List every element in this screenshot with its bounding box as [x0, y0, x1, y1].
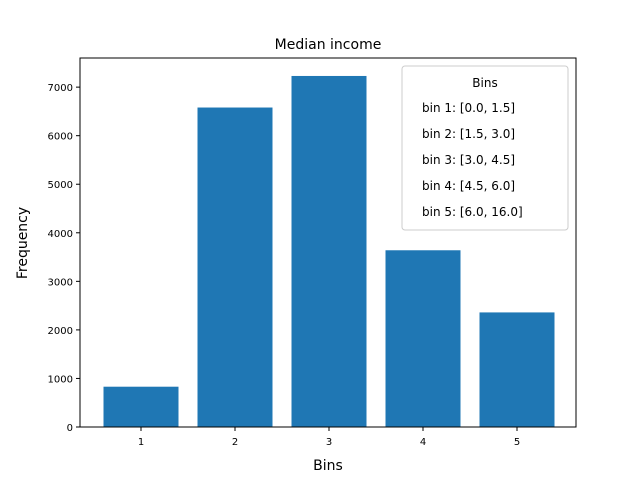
- legend-entries: bin 1: [0.0, 1.5] bin 2: [1.5, 3.0] bin 3:…: [422, 101, 523, 219]
- y-tick-label: 3000: [48, 277, 73, 288]
- legend-box: [401, 65, 569, 231]
- y-tick-label: 1000: [48, 374, 73, 385]
- legend-entry: bin 2: [1.5, 3.0]: [422, 127, 515, 141]
- x-tick-label: 1: [138, 437, 144, 448]
- x-axis-ticks: 1 2 3 4 5: [138, 427, 520, 448]
- plot-frame: [79, 57, 577, 428]
- y-tick-label: 6000: [48, 132, 73, 143]
- bar-2: [197, 107, 273, 427]
- bars-group: [103, 75, 555, 427]
- legend-entry: bin 4: [4.5, 6.0]: [422, 179, 515, 193]
- legend-entry: bin 5: [6.0, 16.0]: [422, 205, 523, 219]
- chart-title: Median income: [275, 37, 382, 53]
- y-axis-label: Frequency: [15, 207, 31, 279]
- y-tick-label: 2000: [48, 326, 73, 337]
- legend-entry: bin 3: [3.0, 4.5]: [422, 153, 515, 167]
- y-tick-label: 7000: [48, 83, 73, 94]
- y-axis-ticks: 0 1000 2000 3000 4000 5000 6000 7000: [48, 83, 80, 434]
- legend: Bins bin 1: [0.0, 1.5]bin 2: [1.5, 3.0]b…: [401, 65, 569, 231]
- legend-entry: bin 1: [0.0, 1.5]: [422, 101, 515, 115]
- bar-3: [291, 75, 367, 427]
- x-tick-label: 3: [326, 437, 332, 448]
- y-tick-label: 5000: [48, 180, 73, 191]
- x-axis-label: Bins: [313, 458, 343, 474]
- y-tick-label: 4000: [48, 229, 73, 240]
- x-tick-label: 5: [514, 437, 520, 448]
- y-tick-label: 0: [67, 423, 73, 434]
- bar-1: [103, 386, 179, 427]
- bar-4: [385, 250, 461, 427]
- legend-title: Bins: [472, 76, 497, 90]
- x-tick-label: 2: [232, 437, 238, 448]
- x-tick-label: 4: [420, 437, 426, 448]
- bar-5: [479, 312, 555, 427]
